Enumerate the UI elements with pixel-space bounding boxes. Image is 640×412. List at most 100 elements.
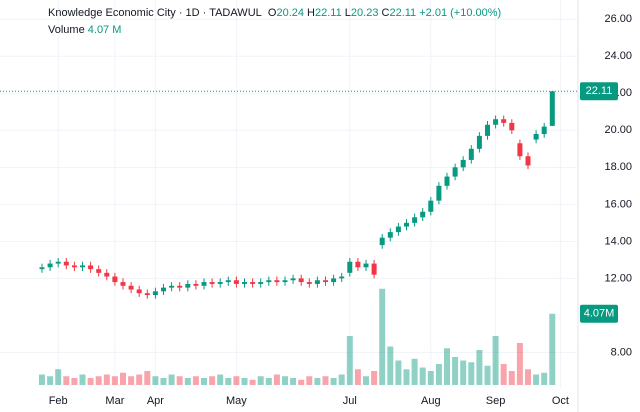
volume-bar xyxy=(265,378,272,385)
candle-body xyxy=(258,282,264,284)
volume-bar xyxy=(160,378,167,385)
y-tick-label: 16.00 xyxy=(604,198,632,210)
candle-body xyxy=(452,167,458,177)
y-tick-label: 12.00 xyxy=(604,272,632,284)
volume-bar xyxy=(468,362,475,385)
volume-bar xyxy=(444,348,450,385)
candle-body xyxy=(217,282,223,284)
candle-body xyxy=(428,200,434,212)
x-tick-label: Oct xyxy=(552,395,569,407)
candle-body xyxy=(96,269,102,273)
volume-bar xyxy=(241,378,248,385)
volume-bar xyxy=(152,376,159,385)
candle-body xyxy=(331,278,337,283)
candle-body xyxy=(460,159,466,168)
ohlc-key: C xyxy=(381,7,390,19)
volume-bar xyxy=(209,376,216,385)
volume-bar xyxy=(338,374,345,385)
y-tick-label: 20.00 xyxy=(604,124,632,136)
header: Knowledge Economic City · 1D · TADAWUL O… xyxy=(48,5,501,39)
candle-body xyxy=(120,282,126,286)
volume-bar xyxy=(298,379,305,385)
candle-body xyxy=(404,222,409,227)
volume-bar xyxy=(184,378,191,385)
candle-body xyxy=(225,280,231,283)
candle-body xyxy=(47,263,53,268)
volume-bar xyxy=(363,376,369,385)
volume-title: Volume xyxy=(48,24,85,36)
volume-bar xyxy=(257,376,264,385)
symbol: Knowledge Economic City · 1D · TADAWUL xyxy=(48,7,262,19)
ohlc-row: Knowledge Economic City · 1D · TADAWUL O… xyxy=(48,5,501,22)
volume-bar xyxy=(508,371,515,385)
volume-bar xyxy=(79,374,86,385)
volume-bar xyxy=(403,369,410,385)
candle-body xyxy=(387,232,393,238)
candle-body xyxy=(436,185,442,201)
candle-body xyxy=(161,287,166,292)
candle-body xyxy=(80,265,85,268)
volume-bar xyxy=(39,374,45,385)
candle-body xyxy=(517,143,523,157)
last-price-tag: 22.11 xyxy=(586,85,613,97)
candle-body xyxy=(355,261,361,268)
candle-body xyxy=(290,278,296,281)
volume-bar xyxy=(460,360,467,385)
candle-body xyxy=(144,293,150,296)
ohlc-value: 22.11 xyxy=(389,7,417,19)
candle-body xyxy=(250,282,256,284)
ohlc-value: 22.11 xyxy=(315,7,342,19)
volume-bar xyxy=(63,376,70,385)
x-tick-label: Aug xyxy=(421,395,441,407)
volume-bar xyxy=(354,369,361,385)
ohlc-key: O xyxy=(267,7,277,19)
volume-bar xyxy=(111,376,118,385)
volume-bar xyxy=(290,378,297,385)
volume-bar xyxy=(330,378,337,385)
volume-bar xyxy=(87,378,94,385)
candle-body xyxy=(371,263,377,275)
volume-bar xyxy=(379,288,386,385)
volume-tag-bg xyxy=(580,304,618,323)
y-tick-label: 8.00 xyxy=(611,346,632,358)
candle-body xyxy=(71,265,77,268)
volume-bar xyxy=(484,365,491,385)
volume-bar xyxy=(411,358,418,385)
candle-body xyxy=(549,91,555,126)
candle-body xyxy=(323,280,328,283)
volume-tag: 4.07M xyxy=(584,308,615,320)
candle-body xyxy=(266,280,272,283)
y-tick-label: 18.00 xyxy=(604,161,632,173)
candle-body xyxy=(152,291,158,296)
candle-body xyxy=(339,276,345,279)
volume-bar xyxy=(435,364,442,385)
volume-value: 4.07 M xyxy=(87,24,122,36)
x-tick-label: Mar xyxy=(105,395,124,407)
volume-bar xyxy=(144,371,151,385)
candle-body xyxy=(209,282,215,284)
candle-body xyxy=(476,135,482,149)
candle-body xyxy=(501,119,507,123)
volume-bar xyxy=(217,374,224,385)
x-tick-label: Jul xyxy=(343,395,357,407)
candle-body xyxy=(468,148,474,160)
candle-body xyxy=(395,226,401,233)
candle-body xyxy=(444,176,450,186)
candle-body xyxy=(306,282,312,284)
volume-bar xyxy=(95,376,102,385)
candle-body xyxy=(363,263,369,268)
volume-bar xyxy=(273,374,280,385)
volume-bar xyxy=(201,378,207,385)
volume-bar xyxy=(128,376,135,385)
candle-body xyxy=(420,211,426,218)
volume-bar xyxy=(476,350,483,385)
volume-bar xyxy=(452,357,459,385)
candle-body xyxy=(509,122,515,131)
volume-bar xyxy=(387,346,394,385)
volume-bar xyxy=(516,343,523,385)
volume-bar xyxy=(233,376,240,385)
volume-bar xyxy=(168,374,175,385)
candle-body xyxy=(128,285,134,290)
candle-body xyxy=(274,280,280,283)
